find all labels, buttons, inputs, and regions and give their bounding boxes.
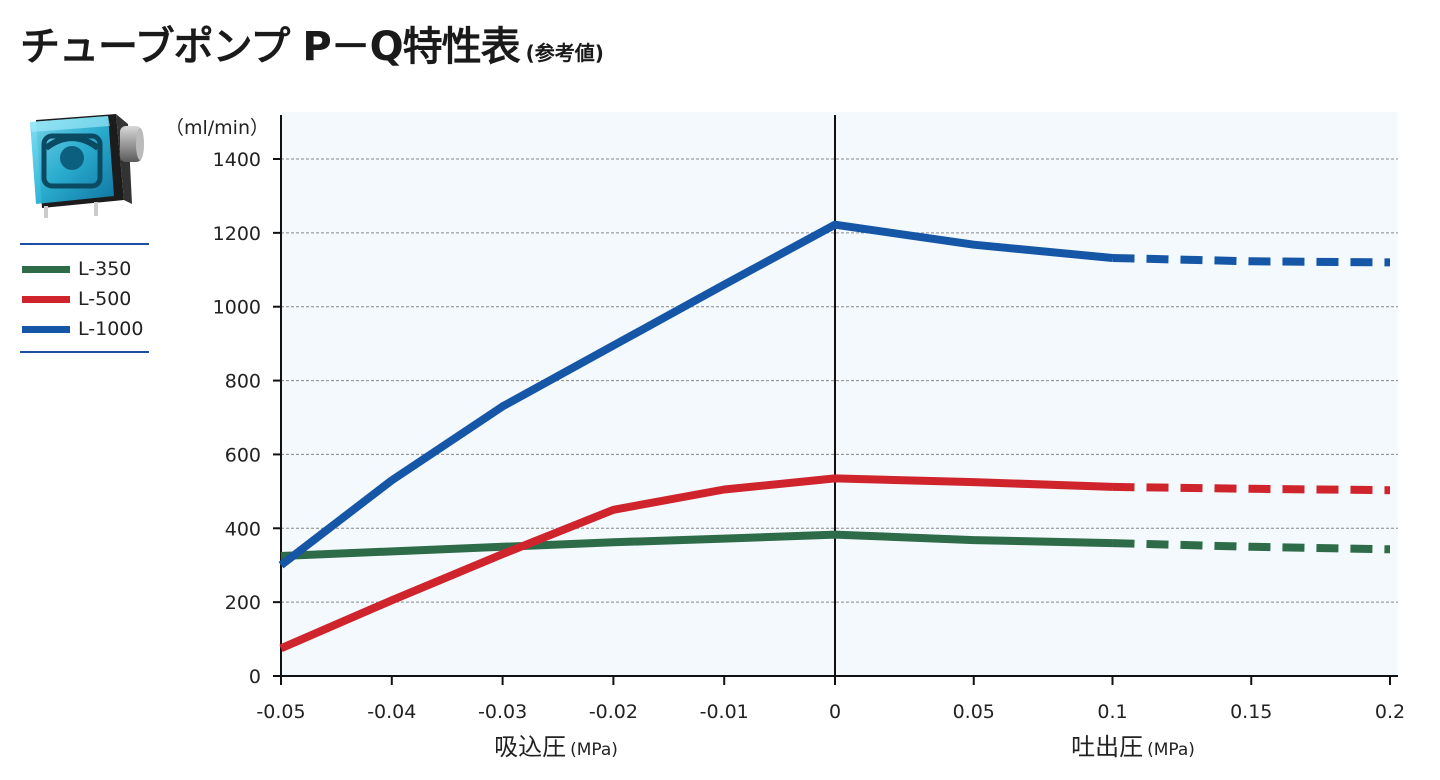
legend-swatch-l350 xyxy=(22,265,70,273)
tick-label-x-discharge-0: 0.05 xyxy=(953,701,995,723)
tick-label-x-suction-4: -0.01 xyxy=(700,701,749,723)
legend-item-l500: L-500 xyxy=(22,288,131,310)
tube-pump-icon xyxy=(30,114,144,218)
series-line-l350 xyxy=(280,530,1113,560)
x-axis-label-discharge-text: 吐出圧 xyxy=(1071,733,1143,761)
series-line-l1000 xyxy=(278,220,1113,569)
legend-swatch-l1000 xyxy=(22,325,70,333)
tick-label-y-0: 0 xyxy=(249,666,261,688)
tick-label-y-1000: 1000 xyxy=(213,297,261,319)
series-line-dashed-l350 xyxy=(1112,539,1391,554)
tube-pump-product-photo xyxy=(24,108,146,228)
x-axis-label-suction-text: 吸込圧 xyxy=(494,733,566,761)
legend-label-l1000: L-1000 xyxy=(78,318,144,340)
tick-label-x-suction-2: -0.03 xyxy=(478,701,527,723)
chart-title-text: チューブポンプ P－Q特性表 xyxy=(20,24,521,70)
series-line-dashed-l500 xyxy=(1112,482,1391,495)
x-axis-label-discharge: 吐出圧 (MPa) xyxy=(1071,733,1195,761)
tick-label-x-suction-3: -0.02 xyxy=(589,701,638,723)
x-axis-label-suction: 吸込圧 (MPa) xyxy=(494,733,618,761)
chart-title: チューブポンプ P－Q特性表 (参考値) xyxy=(20,14,604,72)
legend-item-l1000: L-1000 xyxy=(22,318,143,340)
legend-label-l350: L-350 xyxy=(78,258,132,280)
legend-item-l350: L-350 xyxy=(22,258,131,280)
tick-label-y-600: 600 xyxy=(225,444,261,466)
series-line-l500 xyxy=(279,474,1113,652)
tick-label-y-400: 400 xyxy=(225,518,261,540)
tick-label-y-1400: 1400 xyxy=(213,149,261,171)
x-axis-label-discharge-unit: (MPa) xyxy=(1147,740,1195,760)
legend-swatch-l500 xyxy=(22,295,70,303)
legend-label-l500: L-500 xyxy=(78,288,132,310)
tick-label-y-800: 800 xyxy=(225,371,261,393)
tick-label-x-discharge-2: 0.15 xyxy=(1230,701,1272,723)
tick-label-x-suction-1: -0.04 xyxy=(367,701,416,723)
plot-background xyxy=(281,112,1398,676)
x-axis-label-suction-unit: (MPa) xyxy=(570,740,618,760)
tick-label-y-200: 200 xyxy=(225,592,261,614)
tick-label-y-1200: 1200 xyxy=(213,223,261,245)
tick-label-x-discharge-3: 0.2 xyxy=(1375,701,1405,723)
tick-label-x-suction-5: 0 xyxy=(829,701,841,723)
legend-top-rule xyxy=(20,243,149,245)
tick-label-x-discharge-1: 0.1 xyxy=(1097,701,1127,723)
legend-bottom-rule xyxy=(20,351,149,353)
tick-label-x-suction-0: -0.05 xyxy=(256,701,305,723)
series-line-dashed-l1000 xyxy=(1112,254,1391,267)
chart-subtitle: (参考値) xyxy=(525,41,604,65)
y-unit-label: （ml/min） xyxy=(165,117,269,139)
